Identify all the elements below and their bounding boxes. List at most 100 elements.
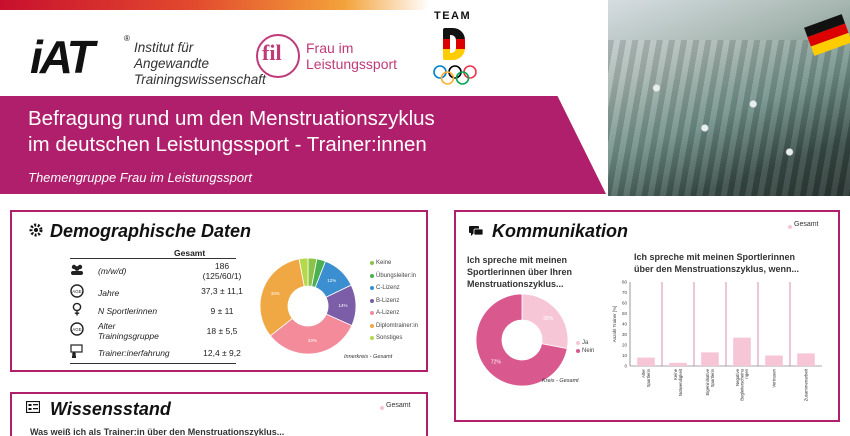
title-line1: Befragung rund um den Menstruationszyklu… [28, 107, 435, 130]
knowledge-question: Was weiß ich als Trainer:in über den Men… [30, 427, 285, 436]
knowledge-title: Wissensstand [50, 399, 171, 419]
page-title: Befragung rund um den Menstruationszyklu… [28, 106, 588, 158]
gesamt-legend: Gesamt [386, 402, 411, 409]
x-tick-label: KeineNotwendigkeit [673, 368, 683, 396]
y-tick-label: 80 [622, 280, 628, 285]
row-label: (m/w/d) [98, 266, 127, 276]
bar [701, 352, 719, 366]
pie-slice [475, 293, 568, 387]
gesamt-legend: Gesamt [794, 221, 819, 228]
fil-logo: fil Frau im Leistungssport [256, 34, 401, 80]
list-icon [26, 401, 40, 413]
title-line2: im deutschen Leistungssport - Trainer:in… [28, 133, 427, 156]
pie-slice [269, 313, 353, 355]
table-row: Trainer:inerfahrung 12,4 ± 9,2 [70, 344, 241, 362]
legend-entry: A-Lizenz [376, 310, 400, 316]
legend-entry: Übungsleiter:in [376, 272, 417, 279]
bar [765, 355, 783, 366]
row-value-detail: (125/60/1) [202, 271, 242, 281]
y-tick-label: 0 [624, 364, 627, 369]
iat-logo-mark: iAT [30, 31, 95, 83]
y-tick-label: 60 [622, 301, 628, 306]
age-group-icon: AGE [70, 322, 84, 336]
row-label: Trainer:inerfahrung [98, 348, 170, 358]
table-row: (m/w/d) 186 (125/60/1) [70, 261, 241, 284]
x-tick-label: NegativeBegleiterscheinungen [735, 368, 749, 400]
iat-line2: Trainingswissenschaft [134, 72, 266, 87]
x-tick-label-line: Notwendigkeit [678, 368, 683, 396]
age-icon: AGE [70, 284, 84, 298]
legend-entry: Nein [582, 348, 595, 354]
iat-line1: Institut für Angewandte [134, 40, 210, 71]
gesamt-legend-swatch [380, 406, 384, 410]
table-row: AGE Jahre 37,3 ± 11,1 [70, 284, 243, 302]
x-tick-label: Vertrauen [772, 368, 777, 387]
legend-swatch [370, 311, 374, 315]
pie-slice [298, 257, 309, 287]
iat-logo: iAT ® Institut für Angewandte Trainingsw… [30, 31, 266, 87]
pie-slice-label: 28% [543, 316, 554, 322]
iat-logo-text: Institut für Angewandte Trainingswissens… [134, 40, 266, 88]
x-tick-label-line: Zusammenarbeit [804, 368, 809, 401]
row-value: 186 [214, 261, 230, 271]
fil-circle-icon [256, 34, 300, 78]
row-value: 9 ± 11 [210, 306, 234, 316]
pie-slice [259, 258, 305, 337]
bar [669, 362, 687, 366]
legend-entry: C-Lizenz [376, 285, 400, 291]
svg-text:AGE: AGE [72, 289, 82, 294]
table-row: N Sportlerinnen 9 ± 11 [70, 302, 240, 320]
x-tick-label: EigeninitiativeSportlerin [705, 368, 715, 395]
legend-entry: Ja [582, 340, 589, 346]
team-d-logo: TEAM [430, 10, 480, 88]
chat-icon [469, 226, 484, 236]
title-banner [0, 96, 606, 194]
table-divider [70, 258, 236, 259]
communication-title: Kommunikation [492, 221, 629, 241]
legend-entry: Diplomtrainer:in [376, 322, 419, 329]
x-tick-label-line: Begleiterscheinu [740, 368, 745, 400]
people-icon [71, 264, 83, 275]
y-tick-label: 40 [622, 322, 628, 327]
x-tick-label-line: Sportlerin [710, 368, 715, 387]
row-label: Jahre [98, 288, 120, 298]
legend-swatch [370, 336, 374, 340]
question-1: Ich spreche mit meinen Sportlerinnen übe… [467, 255, 573, 289]
team-word: TEAM [434, 10, 472, 22]
column-header-gesamt: Gesamt [174, 248, 206, 258]
reasons-bar-chart: 0 10 20 30 40 50 60 70 80 Anzahl Trainer [%] Alter… [612, 280, 822, 401]
x-tick-label-line: Sportlerin [646, 368, 651, 387]
knowledge-panel [10, 392, 428, 436]
demographics-title: Demographische Daten [50, 221, 252, 241]
pie-slice-label: 12% [327, 278, 336, 283]
talk-donut-chart: 28% 72% [475, 293, 569, 387]
pie-slice-label: 72% [491, 359, 502, 365]
table-row: AGE Alter Trainingsgruppe 18 ± 5,5 [70, 320, 240, 342]
legend-swatch [576, 341, 580, 345]
y-tick-label: 30 [622, 332, 628, 337]
pie-caption: Kreis - Gesamt [542, 378, 579, 384]
gear-icon [29, 223, 43, 237]
bar [733, 337, 751, 366]
x-tick-label-line: Eigeninitiative [705, 368, 710, 395]
y-tick-label: 20 [622, 343, 628, 348]
legend-swatch [370, 273, 374, 278]
bar [637, 357, 655, 366]
x-tick-label-line: Negative [735, 368, 740, 386]
row-value: 37,3 ± 11,1 [201, 286, 243, 296]
pie-caption: Innerkreis - Gesamt [344, 354, 393, 360]
table-divider [70, 363, 236, 364]
row-label-line2: Trainingsgruppe [98, 331, 159, 341]
legend-entry: Keine [376, 260, 392, 266]
legend-entry: B-Lizenz [376, 297, 400, 304]
x-tick-label-line: Alter [641, 368, 646, 377]
x-tick-label-line: Vertrauen [772, 368, 777, 387]
y-axis-label: Anzahl Trainer [%] [612, 306, 617, 343]
legend-swatch [370, 298, 374, 303]
legend-entry: Sonstiges [376, 335, 403, 341]
pie-slice-label: 33% [271, 291, 280, 296]
y-tick-label: 70 [622, 290, 628, 295]
fil-logo-text: Frau im Leistungssport [306, 40, 397, 72]
y-tick-label: 10 [622, 353, 628, 358]
olympic-rings-icon [433, 65, 477, 85]
